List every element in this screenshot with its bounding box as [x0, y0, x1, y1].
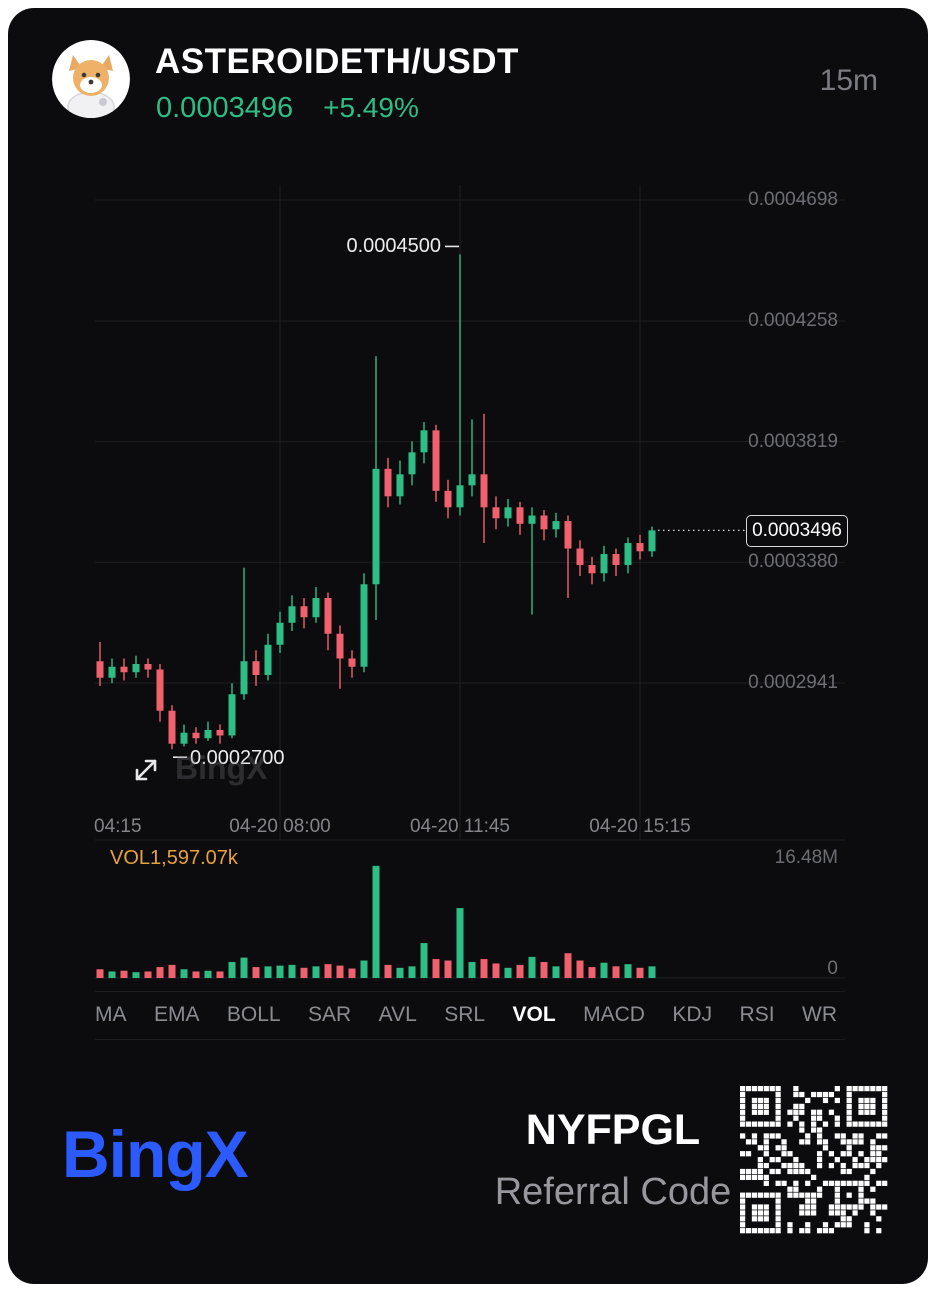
y-axis-label: 0.0002941 [748, 671, 838, 693]
tab-macd[interactable]: MACD [583, 1003, 645, 1026]
tab-ema[interactable]: EMA [153, 1003, 200, 1026]
referral-code-label: Referral Code [494, 1171, 732, 1213]
price-row: 0.0003496 +5.49% [156, 92, 419, 125]
tab-sar[interactable]: SAR [308, 1003, 352, 1026]
indicator-tabs: MA EMA BOLL SAR AVL SRL VOL MACD KDJ RSI WR [95, 991, 837, 1039]
y-axis-label: 0.0003380 [748, 551, 838, 573]
symbol-title: ASTEROIDETH/USDT [155, 42, 519, 81]
watermark: BingX [175, 750, 268, 786]
x-axis-label: 04-20 08:00 [229, 816, 331, 837]
tab-rsi[interactable]: RSI [739, 1003, 775, 1026]
referral-block: NYFPGL Referral Code [413, 1106, 813, 1214]
timeframe-selector[interactable]: 15m [819, 64, 878, 97]
tab-kdj[interactable]: KDJ [672, 1003, 713, 1026]
last-price-text: 0.0003496 [156, 92, 294, 124]
qr-code [740, 1086, 888, 1234]
volume-axis-zero: 0 [827, 958, 838, 979]
chart-card: ASTEROIDETH/USDT 0.0003496 +5.49% 15m 0.… [8, 8, 928, 1284]
high-price-annotation: 0.0004500 [346, 235, 441, 258]
tab-srl[interactable]: SRL [444, 1003, 486, 1026]
y-axis-label: 0.0003819 [748, 430, 838, 452]
volume-axis-max: 16.48M [774, 847, 838, 868]
y-axis-label: 0.0004698 [748, 189, 838, 210]
y-axis-label: 0.0004258 [748, 309, 838, 331]
referral-code: NYFPGL [525, 1106, 701, 1154]
tab-vol[interactable]: VOL [512, 1003, 556, 1026]
divider [95, 1039, 845, 1040]
bingx-logo: BingX [62, 1117, 249, 1191]
low-price-annotation: 0.0002700 [190, 747, 285, 770]
x-axis-label: 04-20 11:45 [409, 816, 511, 837]
expand-icon[interactable] [128, 752, 164, 793]
divider [95, 991, 845, 992]
tab-ma[interactable]: MA [95, 1003, 127, 1026]
coin-avatar-icon [52, 40, 130, 118]
volume-label: VOL1,597.07k [110, 847, 238, 869]
x-axis-label: 04-20 15:15 [589, 816, 691, 837]
tab-boll[interactable]: BOLL [226, 1003, 281, 1026]
x-axis-label: 04:15 [94, 816, 142, 837]
chart-overlays: ASTEROIDETH/USDT 0.0003496 +5.49% 15m 0.… [8, 8, 928, 1284]
tab-avl[interactable]: AVL [378, 1003, 417, 1026]
tab-wr[interactable]: WR [802, 1003, 837, 1026]
current-price-tag: 0.0003496 [746, 515, 848, 548]
price-change-text: +5.49% [323, 92, 419, 123]
